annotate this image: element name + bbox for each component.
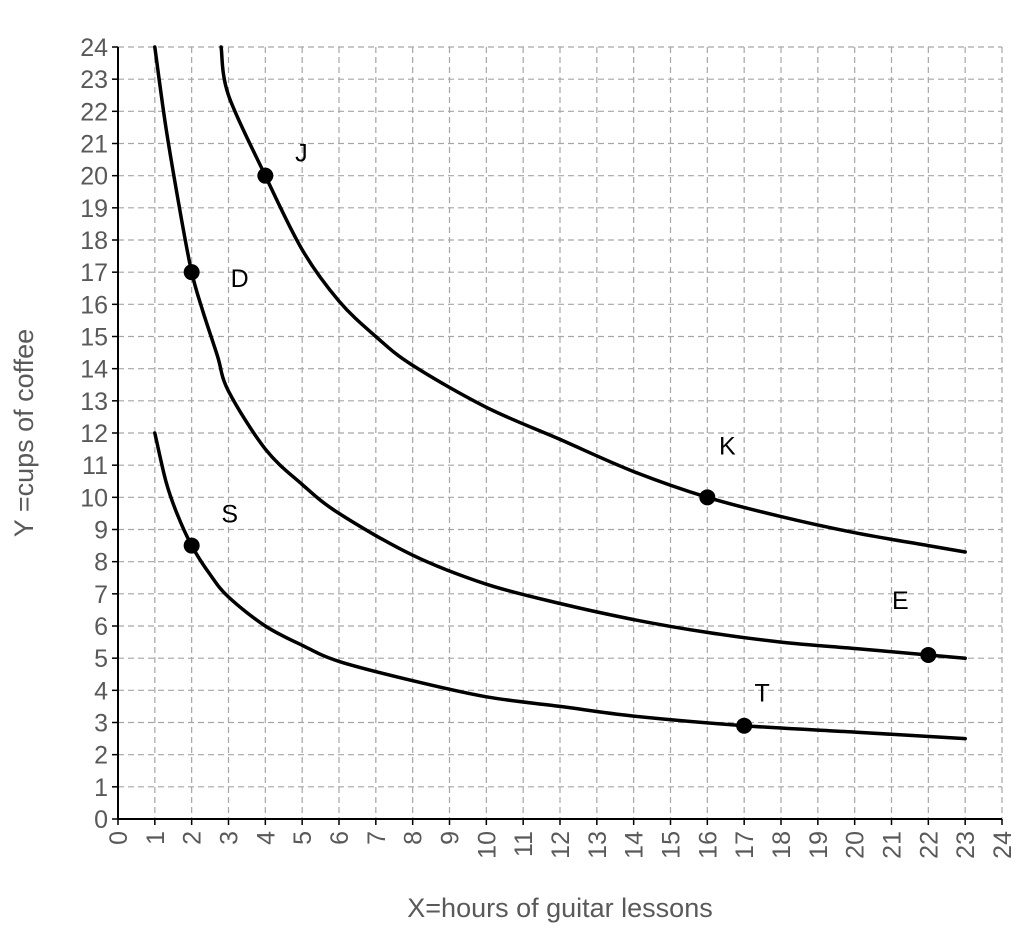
x-tick-label-8: 8 xyxy=(400,831,428,845)
x-axis-title: X=hours of guitar lessons xyxy=(407,893,712,923)
x-tick-label-13: 13 xyxy=(584,831,612,859)
axes xyxy=(112,46,1003,825)
y-tick-label-10: 10 xyxy=(80,484,108,512)
point-k-label: K xyxy=(719,432,736,460)
point-s-marker xyxy=(183,537,200,554)
x-tick-label-2: 2 xyxy=(179,831,207,845)
x-tick-label-5: 5 xyxy=(289,831,317,845)
x-tick-label-7: 7 xyxy=(363,831,391,845)
y-tick-label-5: 5 xyxy=(94,645,108,673)
y-tick-label-23: 23 xyxy=(80,66,108,94)
y-tick-label-8: 8 xyxy=(94,549,108,577)
y-tick-label-15: 15 xyxy=(80,324,108,352)
x-tick-label-12: 12 xyxy=(547,831,575,859)
x-tick-label-19: 19 xyxy=(805,831,833,859)
y-tick-label-22: 22 xyxy=(80,98,108,126)
tick-labels: 0123456789101112131415161718192021222324… xyxy=(80,34,1017,859)
x-tick-label-11: 11 xyxy=(510,831,538,857)
y-tick-label-20: 20 xyxy=(80,163,108,191)
data-points: J D K E S T xyxy=(183,140,937,734)
point-k-marker xyxy=(699,489,716,506)
point-e-label: E xyxy=(892,587,909,615)
x-tick-label-9: 9 xyxy=(437,831,465,845)
point-t-label: T xyxy=(755,680,770,708)
y-tick-label-18: 18 xyxy=(80,227,108,255)
x-tick-label-20: 20 xyxy=(842,831,870,859)
point-t-marker xyxy=(736,717,753,734)
point-j-label: J xyxy=(295,140,308,168)
y-tick-label-19: 19 xyxy=(80,195,108,223)
y-tick-label-6: 6 xyxy=(94,613,108,641)
point-d-label: D xyxy=(231,265,249,293)
y-tick-label-0: 0 xyxy=(94,806,108,834)
x-tick-label-10: 10 xyxy=(473,831,501,859)
x-tick-label-16: 16 xyxy=(694,831,722,859)
y-tick-label-14: 14 xyxy=(80,356,108,384)
y-tick-label-4: 4 xyxy=(94,677,108,705)
x-tick-label-23: 23 xyxy=(952,831,980,859)
x-tick-label-24: 24 xyxy=(989,831,1017,859)
x-tick-label-22: 22 xyxy=(915,831,943,859)
grid xyxy=(118,46,1003,819)
y-tick-label-17: 17 xyxy=(80,259,108,287)
y-tick-label-1: 1 xyxy=(94,774,108,802)
point-d-marker xyxy=(183,264,200,281)
y-tick-label-21: 21 xyxy=(80,131,108,159)
y-tick-label-12: 12 xyxy=(80,420,108,448)
x-tick-label-6: 6 xyxy=(326,831,354,845)
indifference-curve-1 xyxy=(219,45,967,554)
x-tick-label-1: 1 xyxy=(142,831,170,845)
y-tick-label-3: 3 xyxy=(94,710,108,738)
y-tick-label-11: 11 xyxy=(82,452,108,480)
x-tick-label-3: 3 xyxy=(216,831,244,845)
y-tick-label-16: 16 xyxy=(80,291,108,319)
y-tick-label-13: 13 xyxy=(80,388,108,416)
point-e-marker xyxy=(920,646,937,663)
x-tick-label-15: 15 xyxy=(658,831,686,859)
point-j-marker xyxy=(257,167,274,184)
y-tick-label-7: 7 xyxy=(94,581,108,609)
x-tick-label-14: 14 xyxy=(621,831,649,859)
x-tick-label-4: 4 xyxy=(252,831,280,845)
y-axis-title: Y =cups of coffee xyxy=(9,329,39,537)
y-tick-label-2: 2 xyxy=(94,742,108,770)
point-s-label: S xyxy=(221,501,238,529)
x-tick-label-0: 0 xyxy=(105,831,133,845)
x-tick-label-17: 17 xyxy=(731,831,759,859)
x-tick-label-21: 21 xyxy=(879,831,907,859)
x-tick-label-18: 18 xyxy=(768,831,796,859)
y-tick-label-24: 24 xyxy=(80,34,108,62)
y-tick-label-9: 9 xyxy=(94,517,108,545)
